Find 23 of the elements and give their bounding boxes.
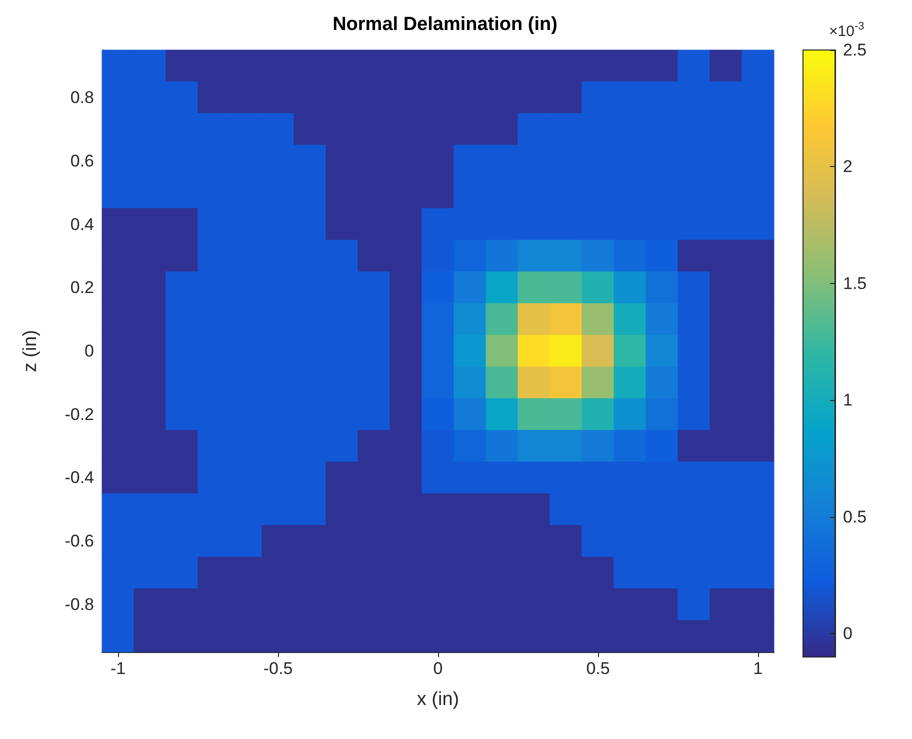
color-bar-label: 1: [843, 390, 852, 410]
y-axis-title: z (in): [20, 330, 41, 372]
x-tick-label: -1: [110, 659, 126, 678]
chart-title: Normal Delamination (in): [332, 14, 558, 35]
y-tick-label: -0.6: [64, 532, 94, 551]
y-tick-label: -0.2: [64, 404, 94, 424]
color-bar-label: 1.5: [843, 274, 867, 293]
color-bar-label: 2: [843, 157, 852, 176]
color-bar-label: 0: [843, 624, 852, 644]
x-axis-title: x (in): [416, 689, 460, 710]
color-bar-label: 2.5: [843, 40, 867, 60]
y-tick-label: 0.4: [70, 214, 94, 234]
x-tick-label: 1: [753, 659, 763, 678]
y-tick-label: -0.4: [64, 468, 94, 488]
y-tick-label: 0.8: [70, 88, 94, 108]
y-tick-label: 0.2: [70, 278, 94, 298]
y-tick-label: -0.8: [64, 594, 94, 614]
y-tick-label: 0: [84, 342, 94, 360]
color-bar-label: 0.5: [843, 507, 867, 526]
y-tick-label: 0.6: [70, 151, 94, 170]
x-tick-label: 0: [433, 659, 443, 678]
x-tick-label: -0.5: [263, 659, 293, 678]
x-tick-label: 0.5: [586, 659, 610, 678]
